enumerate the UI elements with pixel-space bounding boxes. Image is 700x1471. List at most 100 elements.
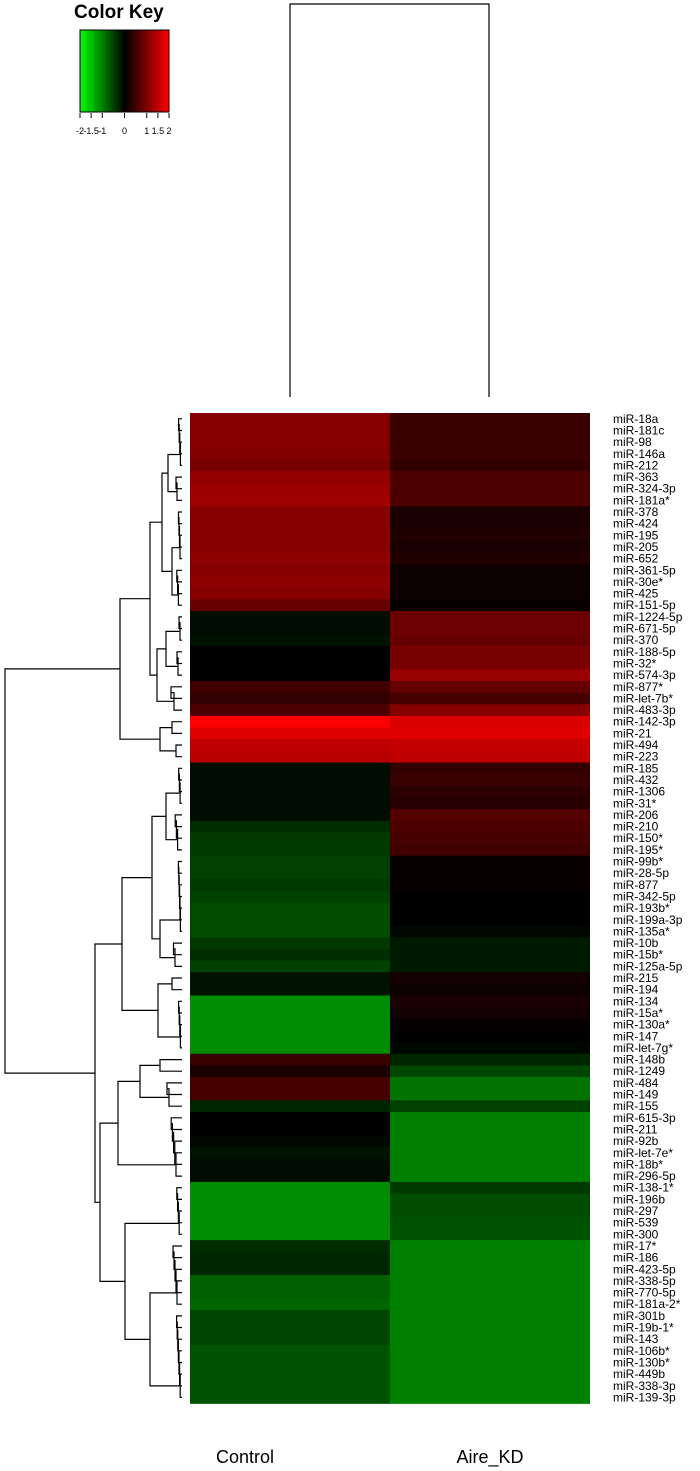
heatmap-cell	[390, 517, 590, 531]
heatmap-cell	[190, 727, 390, 740]
row-label: miR-770-5p	[613, 1286, 676, 1300]
row-label: miR-30e*	[613, 575, 663, 589]
heatmap-cell	[390, 715, 590, 729]
heatmap-cell	[190, 715, 390, 729]
row-dendrogram-branch	[157, 983, 181, 1038]
heatmap-cell	[390, 1112, 590, 1125]
heatmap-cell	[190, 1216, 390, 1230]
heatmap-cell	[390, 1018, 590, 1032]
heatmap-cell	[190, 704, 390, 717]
row-dendrogram-branch	[176, 1193, 182, 1212]
heatmap-cell	[390, 1356, 590, 1369]
heatmap-cell	[190, 657, 390, 670]
row-dendrogram-branch	[149, 521, 162, 676]
heatmap-cell	[190, 855, 390, 868]
heatmap-cell	[390, 1181, 590, 1195]
heatmap-cell	[190, 1345, 390, 1358]
row-dendrogram-branch	[159, 1059, 182, 1072]
heatmap-cell	[390, 925, 590, 938]
heatmap-cell	[190, 1310, 390, 1323]
heatmap-cell	[390, 657, 590, 670]
row-label: miR-181c	[613, 423, 664, 437]
heatmap-cell	[190, 1379, 390, 1393]
color-key-tick-label: -2	[76, 126, 84, 136]
row-label: miR-206	[613, 808, 659, 822]
row-label: miR-143	[613, 1332, 659, 1346]
heatmap-cell	[390, 937, 590, 950]
heatmap-cell	[190, 972, 390, 985]
row-label: miR-149	[613, 1088, 659, 1102]
row-dendrogram-branch	[167, 453, 181, 493]
heatmap-cell	[190, 459, 390, 472]
heatmap-cell	[390, 774, 590, 787]
heatmap-cell	[190, 634, 390, 647]
heatmap-cell	[390, 820, 590, 833]
heatmap-cell	[390, 809, 590, 822]
row-label: miR-150*	[613, 831, 663, 845]
row-label: miR-188-5p	[613, 645, 676, 659]
color-key-tick-label: 0	[122, 126, 127, 136]
row-dendrogram-branch	[124, 1222, 180, 1340]
heatmap-cell	[190, 785, 390, 799]
heatmap-cell	[190, 844, 390, 857]
row-label: miR-324-3p	[613, 482, 676, 496]
row-label: miR-296-5p	[613, 1169, 676, 1183]
heatmap-cell	[190, 1100, 390, 1113]
row-label: miR-194	[613, 983, 659, 997]
heatmap-cell	[190, 541, 390, 554]
heatmap-cell	[190, 447, 390, 461]
row-label: miR-99b*	[613, 855, 663, 869]
row-label: miR-539	[613, 1216, 659, 1230]
heatmap-cell	[190, 774, 390, 787]
row-label: miR-186	[613, 1251, 659, 1265]
row-label: miR-130b*	[613, 1355, 670, 1369]
heatmap-cell	[190, 680, 390, 694]
heatmap-cell	[190, 599, 390, 612]
heatmap-cell	[190, 482, 390, 496]
row-label: miR-199a-3p	[613, 913, 683, 927]
heatmap-cell	[390, 599, 590, 612]
heatmap-cell	[390, 413, 590, 426]
row-label: miR-10b	[613, 936, 659, 950]
heatmap-cell	[390, 785, 590, 799]
row-label: miR-147	[613, 1029, 659, 1043]
heatmap-cell	[190, 1275, 390, 1288]
row-dendrogram-branch	[139, 1064, 169, 1098]
heatmap-cell	[190, 890, 390, 903]
heatmap-cell	[190, 879, 390, 892]
row-label: miR-338-5p	[613, 1274, 676, 1288]
heatmap-cell	[390, 1240, 590, 1253]
heatmap-cell	[390, 576, 590, 589]
row-label: miR-125a-5p	[613, 959, 683, 973]
column-label: Control	[216, 1447, 274, 1467]
heatmap-cell	[390, 1170, 590, 1183]
row-label: miR-181a*	[613, 493, 670, 507]
heatmap-cell	[190, 1251, 390, 1265]
heatmap-cell	[390, 1391, 590, 1404]
heatmap-cell	[190, 1205, 390, 1218]
row-dendrogram-branch	[175, 744, 182, 758]
heatmap-cell	[390, 447, 590, 461]
heatmap-cell	[390, 1030, 590, 1043]
heatmap-cell	[390, 948, 590, 962]
heatmap-cell	[190, 925, 390, 938]
heatmap-cell	[390, 1379, 590, 1393]
row-label: miR-424	[613, 517, 659, 531]
heatmap-cell	[390, 1333, 590, 1346]
heatmap-cell	[190, 1263, 390, 1276]
heatmap-cell	[190, 1065, 390, 1078]
row-label: miR-130a*	[613, 1018, 670, 1032]
row-label: miR-223	[613, 750, 659, 764]
row-label: miR-let-7e*	[613, 1146, 673, 1160]
row-label: miR-185	[613, 761, 659, 775]
heatmap-cell	[190, 1088, 390, 1101]
row-label: miR-484	[613, 1076, 659, 1090]
heatmap-cell	[390, 1286, 590, 1299]
column-label: Aire_KD	[456, 1447, 523, 1468]
heatmap-cell	[190, 902, 390, 915]
column-dendrogram-branch	[289, 3, 490, 397]
heatmap-cell	[190, 611, 390, 624]
heatmap-cell	[190, 832, 390, 845]
heatmap-cell	[390, 436, 590, 449]
heatmap-cell	[390, 1368, 590, 1381]
